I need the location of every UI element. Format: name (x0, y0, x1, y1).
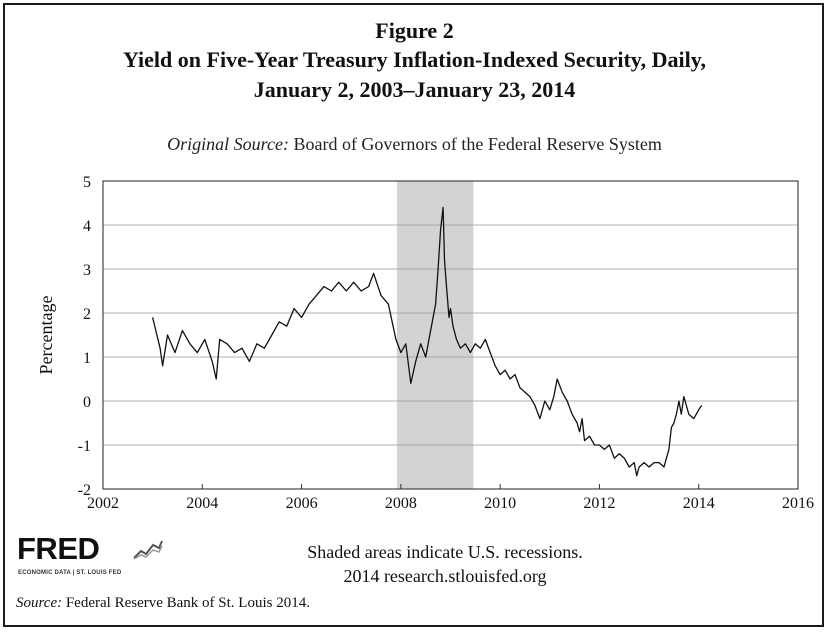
figure-frame (3, 3, 824, 627)
y-tick-label: 2 (83, 306, 91, 323)
plot-area-border (102, 180, 799, 490)
y-tick-label: -1 (78, 438, 91, 455)
y-tick-label: -2 (78, 482, 91, 499)
y-tick-label: 5 (83, 174, 91, 191)
x-tick-label: 2010 (484, 495, 516, 512)
y-tick-label: 0 (83, 394, 91, 411)
x-tick-label: 2008 (385, 495, 417, 512)
credit-note: 2014 research.stlouisfed.org (343, 566, 547, 586)
footer-label: Source: (16, 595, 63, 611)
chart-notes: Shaded areas indicate U.S. recessions. 2… (230, 540, 660, 588)
figure-label: Figure 2 (375, 18, 454, 43)
original-source-label: Original Source: (167, 134, 289, 154)
title-line-2: January 2, 2003–January 23, 2014 (253, 77, 576, 102)
x-tick-label: 2004 (186, 495, 218, 512)
original-source: Original Source: Board of Governors of t… (0, 134, 829, 155)
y-tick-label: 1 (83, 350, 91, 367)
footer-text: Federal Reserve Bank of St. Louis 2014. (65, 595, 310, 611)
fred-logo-text: FRED (17, 531, 100, 566)
y-tick-label: 3 (83, 262, 91, 279)
x-tick-label: 2014 (683, 495, 715, 512)
y-axis-label: Percentage (36, 296, 56, 375)
figure-title: Yield on Five-Year Treasury Inflation-In… (0, 45, 829, 105)
x-tick-label: 2006 (286, 495, 318, 512)
series-line (151, 206, 703, 477)
x-tick-label: 2002 (87, 495, 119, 512)
fred-logo: FRED ECONOMIC DATA | ST. LOUIS FED (17, 532, 167, 582)
fred-logo-subtext: ECONOMIC DATA | ST. LOUIS FED (18, 570, 122, 576)
y-tick-label: 4 (83, 218, 91, 235)
source-footer: Source: Federal Reserve Bank of St. Loui… (16, 595, 310, 612)
x-tick-label: 2012 (583, 495, 615, 512)
recession-note: Shaded areas indicate U.S. recessions. (307, 542, 583, 562)
x-tick-label: 2016 (782, 495, 814, 512)
recession-band (396, 181, 474, 489)
title-line-1: Yield on Five-Year Treasury Inflation-In… (122, 47, 706, 72)
original-source-text: Board of Governors of the Federal Reserv… (293, 134, 662, 154)
fred-graph-icon (133, 540, 163, 560)
